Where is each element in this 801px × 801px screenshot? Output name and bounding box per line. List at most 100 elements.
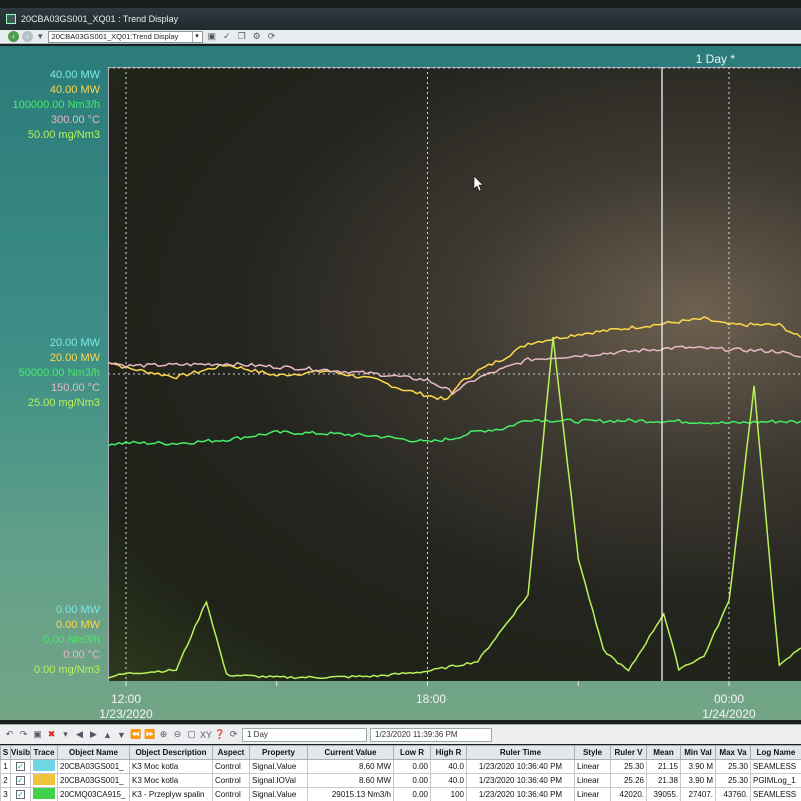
trend-chart[interactable]	[0, 46, 801, 720]
scale-label: 150.00 °C	[50, 382, 100, 394]
column-header[interactable]: Log Name	[750, 745, 801, 760]
ruler-value-cell: 25.26	[610, 773, 647, 788]
visible-checkbox[interactable]: ✓	[10, 773, 31, 788]
scale-group-top: 40.00 MW 40.00 MW 100000.00 Nm3/h 300.00…	[0, 68, 100, 143]
style-cell: Linear	[574, 759, 611, 774]
address-toolbar: ‹ › ▾ 20CBA03GS001_XQ01:Trend Display ▾ …	[0, 30, 801, 44]
copy-icon[interactable]: ❐	[237, 31, 246, 41]
description-cell: K3 Moc kotla	[129, 759, 213, 774]
column-header[interactable]: Object Name	[57, 745, 130, 760]
check-icon[interactable]: ✓	[16, 762, 25, 771]
object-name-cell: 20CBA03GS001_	[57, 773, 130, 788]
forward-arrow-icon[interactable]: ›	[22, 31, 33, 42]
check-icon[interactable]: ✓	[16, 776, 25, 785]
scale-label: 0.00 MW	[55, 619, 100, 631]
trace-color-swatch[interactable]	[30, 773, 58, 788]
column-header[interactable]: Property	[249, 745, 308, 760]
play-forward-icon[interactable]: ▶	[90, 729, 97, 739]
scale-label: 50.00 mg/Nm3	[27, 129, 100, 141]
check-icon[interactable]: ✓	[16, 790, 25, 799]
scale-label: 100000.00 Nm3/h	[12, 99, 100, 111]
object-name-cell: 20CMQ03CA915_	[57, 787, 130, 801]
help-icon[interactable]: ❓	[214, 729, 226, 739]
pin-icon[interactable]: ✓	[223, 31, 231, 41]
xy-mode-label[interactable]: XY	[200, 729, 213, 740]
chevron-down-icon[interactable]: ▾	[63, 729, 68, 739]
column-header[interactable]: S	[0, 745, 11, 760]
max-value-cell: 25.30	[715, 759, 751, 774]
undo-icon[interactable]: ↶	[5, 729, 14, 739]
x-tick-date: 1/23/2020	[99, 707, 153, 721]
rewind-icon[interactable]: ⏪	[130, 729, 142, 739]
trace-color-swatch[interactable]	[30, 787, 58, 801]
refresh-icon[interactable]: ⟳	[267, 31, 276, 41]
min-value-cell: 27407.	[680, 787, 716, 801]
up-icon[interactable]: ▲	[103, 729, 112, 740]
property-cell: Signal.IOVal	[249, 773, 308, 788]
log-name-cell: SEAMLESS	[750, 787, 801, 801]
time-span-select[interactable]: 1 Day	[242, 727, 367, 742]
column-header[interactable]: Ruler V	[610, 745, 647, 760]
title-bar: 20CBA03GS001_XQ01 : Trend Display	[0, 8, 801, 30]
address-field[interactable]: 20CBA03GS001_XQ01:Trend Display ▾	[47, 30, 203, 43]
back-arrow-icon[interactable]: ‹	[8, 31, 19, 42]
zoom-out-icon[interactable]: ⊖	[173, 729, 182, 739]
series-line	[107, 336, 801, 680]
column-header[interactable]: Min Val	[680, 745, 716, 760]
min-value-cell: 3.90 M	[680, 759, 716, 774]
x-tick-time: 00:00	[713, 692, 745, 706]
fast-forward-icon[interactable]: ⏩	[144, 729, 156, 739]
column-header[interactable]: Ruler Time	[466, 745, 575, 760]
period-label[interactable]: 1 Day *	[695, 52, 735, 66]
column-header[interactable]: High R	[430, 745, 467, 760]
column-header[interactable]: Max Va	[715, 745, 751, 760]
visible-checkbox[interactable]: ✓	[10, 787, 31, 801]
object-name-cell: 20CBA03GS001_	[57, 759, 130, 774]
trace-color-swatch[interactable]	[30, 759, 58, 774]
scale-group-bottom: 0.00 MW 0.00 MW 0.00 Nm3/h 0.00 °C 0.00 …	[0, 603, 100, 678]
table-row[interactable]: 2 ✓ 20CBA03GS001_ K3 Moc kotla Control S…	[0, 773, 801, 788]
delete-icon[interactable]: ✖	[47, 729, 56, 739]
scale-label: 0.00 MW	[55, 604, 100, 616]
column-header[interactable]: Trace	[30, 745, 58, 760]
column-header[interactable]: Object Description	[129, 745, 213, 760]
column-header[interactable]: Style	[574, 745, 611, 760]
chevron-down-icon[interactable]: ▾	[191, 31, 202, 42]
column-header[interactable]: Mean	[646, 745, 681, 760]
history-dropdown-icon[interactable]: ▾	[38, 31, 43, 41]
x-tick-time: 18:00	[415, 692, 447, 706]
scale-label: 25.00 mg/Nm3	[27, 397, 100, 409]
property-cell: Signal.Value	[249, 759, 308, 774]
view-icon[interactable]: ▣	[207, 31, 217, 41]
play-back-icon[interactable]: ◀	[76, 729, 83, 739]
column-header[interactable]: Aspect	[212, 745, 250, 760]
end-time-field[interactable]: 1/23/2020 11:39:36 PM	[370, 727, 492, 742]
column-header[interactable]: Low R	[393, 745, 431, 760]
table-row[interactable]: 1 ✓ 20CBA03GS001_ K3 Moc kotla Control S…	[0, 759, 801, 774]
autoscale-icon[interactable]: ▢	[187, 729, 196, 739]
low-range-cell: 0.00	[393, 773, 431, 788]
redo-icon[interactable]: ↷	[19, 729, 28, 739]
column-header[interactable]: Current Value	[307, 745, 394, 760]
save-icon[interactable]: ▣	[33, 729, 42, 739]
scale-label: 300.00 °C	[50, 114, 100, 126]
column-header[interactable]: Visib	[10, 745, 31, 760]
scale-label: 40.00 MW	[49, 84, 100, 96]
current-value-cell: 29015.13 Nm3/h	[307, 787, 394, 801]
description-cell: K3 - Przeplyw spalin	[129, 787, 213, 801]
low-range-cell: 0.00	[393, 787, 431, 801]
tools-icon[interactable]: ⚙	[252, 31, 261, 41]
trend-area: 1 Day * 40.00 MW 40.00 MW 100000.00 Nm3/…	[0, 46, 801, 721]
mean-cell: 21.38	[646, 773, 681, 788]
max-value-cell: 43760.	[715, 787, 751, 801]
app-icon	[6, 14, 16, 24]
property-cell: Signal.Value	[249, 787, 308, 801]
table-row[interactable]: 3 ✓ 20CMQ03CA915_ K3 - Przeplyw spalin C…	[0, 787, 801, 801]
refresh-icon[interactable]: ⟳	[229, 729, 238, 739]
visible-checkbox[interactable]: ✓	[10, 759, 31, 774]
down-icon[interactable]: ▼	[117, 729, 126, 740]
zoom-in-icon[interactable]: ⊕	[159, 729, 168, 739]
row-index: 3	[0, 787, 11, 801]
high-range-cell: 100	[430, 787, 467, 801]
legend-header-row: S Visib Trace Object Name Object Descrip…	[0, 745, 801, 760]
